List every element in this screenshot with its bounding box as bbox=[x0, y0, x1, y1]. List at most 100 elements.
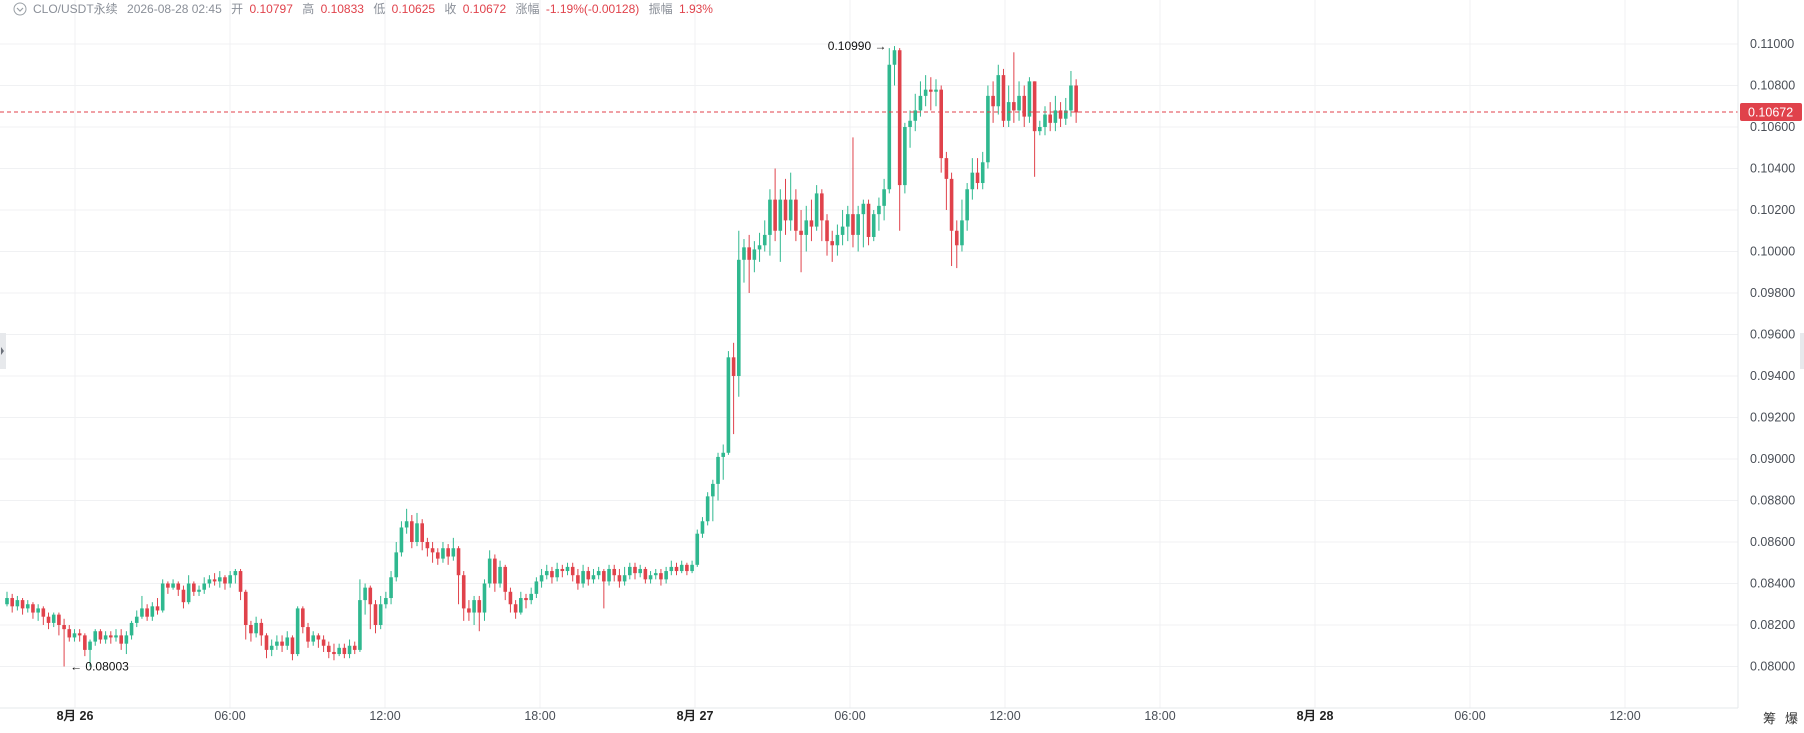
candle[interactable] bbox=[716, 452, 720, 501]
candle[interactable] bbox=[197, 585, 201, 596]
candle[interactable] bbox=[269, 639, 274, 657]
candle[interactable] bbox=[103, 631, 108, 644]
candle[interactable] bbox=[986, 85, 990, 169]
candle[interactable] bbox=[814, 185, 819, 231]
candle[interactable] bbox=[10, 593, 14, 613]
candle[interactable] bbox=[15, 595, 20, 611]
collapse-icon[interactable] bbox=[13, 2, 27, 16]
candle[interactable] bbox=[217, 571, 222, 588]
candle[interactable] bbox=[602, 568, 606, 609]
candle[interactable] bbox=[430, 542, 435, 563]
candle[interactable] bbox=[887, 48, 892, 194]
candle[interactable] bbox=[856, 205, 860, 252]
candle[interactable] bbox=[653, 568, 658, 580]
candle[interactable] bbox=[280, 635, 284, 652]
candle[interactable] bbox=[638, 564, 642, 578]
candle[interactable] bbox=[420, 519, 424, 551]
candle[interactable] bbox=[311, 631, 316, 646]
candle[interactable] bbox=[243, 589, 248, 640]
candle[interactable] bbox=[721, 444, 726, 480]
candle[interactable] bbox=[166, 581, 170, 594]
candle[interactable] bbox=[794, 189, 798, 242]
candle[interactable] bbox=[835, 224, 840, 256]
candle[interactable] bbox=[783, 178, 788, 235]
candle[interactable] bbox=[804, 205, 809, 252]
candle[interactable] bbox=[20, 598, 25, 615]
candle[interactable] bbox=[996, 64, 1001, 115]
candle[interactable] bbox=[944, 151, 949, 210]
candle[interactable] bbox=[181, 585, 186, 609]
candle[interactable] bbox=[965, 183, 969, 231]
candle[interactable] bbox=[877, 197, 881, 231]
candle[interactable] bbox=[539, 568, 544, 588]
candle[interactable] bbox=[446, 544, 450, 565]
candle[interactable] bbox=[456, 546, 461, 605]
candle[interactable] bbox=[254, 616, 258, 638]
candle[interactable] bbox=[508, 587, 513, 613]
candle[interactable] bbox=[664, 566, 668, 584]
candle[interactable] bbox=[690, 560, 694, 574]
candle[interactable] bbox=[1048, 102, 1052, 132]
candles[interactable] bbox=[5, 46, 1078, 667]
price-axis[interactable]: 0.11000 0.10800 0.10600 0.10400 0.10200 0.100… bbox=[1740, 37, 1802, 674]
candle[interactable] bbox=[384, 591, 388, 609]
candle[interactable] bbox=[762, 220, 767, 252]
candle[interactable] bbox=[25, 600, 30, 613]
candle[interactable] bbox=[275, 635, 279, 650]
candle[interactable] bbox=[845, 205, 850, 242]
candle[interactable] bbox=[679, 560, 684, 574]
candle[interactable] bbox=[31, 602, 35, 619]
candle[interactable] bbox=[617, 568, 622, 588]
candle[interactable] bbox=[503, 564, 508, 601]
candle[interactable] bbox=[1022, 85, 1027, 128]
candle[interactable] bbox=[871, 210, 876, 242]
candle[interactable] bbox=[394, 542, 399, 582]
candle[interactable] bbox=[788, 172, 793, 231]
candle[interactable] bbox=[742, 239, 746, 283]
candle[interactable] bbox=[5, 591, 9, 607]
candle[interactable] bbox=[337, 643, 341, 657]
candle[interactable] bbox=[98, 629, 103, 644]
candle[interactable] bbox=[534, 577, 539, 599]
candle[interactable] bbox=[140, 595, 144, 619]
candle[interactable] bbox=[155, 598, 160, 615]
candle[interactable] bbox=[799, 210, 803, 273]
candle[interactable] bbox=[410, 515, 414, 549]
candle[interactable] bbox=[866, 199, 871, 246]
candle[interactable] bbox=[249, 620, 253, 642]
candle[interactable] bbox=[1043, 106, 1047, 136]
candle[interactable] bbox=[93, 629, 98, 646]
candle[interactable] bbox=[1063, 97, 1068, 125]
candle[interactable] bbox=[550, 566, 554, 584]
candle[interactable] bbox=[773, 168, 777, 242]
candle[interactable] bbox=[404, 508, 409, 534]
candle[interactable] bbox=[908, 110, 912, 148]
candle[interactable] bbox=[72, 629, 77, 642]
candle[interactable] bbox=[960, 199, 964, 252]
candle[interactable] bbox=[285, 631, 290, 650]
candle[interactable] bbox=[321, 635, 326, 652]
candle[interactable] bbox=[840, 210, 845, 246]
candle[interactable] bbox=[825, 214, 829, 256]
candle[interactable] bbox=[109, 631, 113, 644]
candle[interactable] bbox=[918, 81, 923, 117]
candle[interactable] bbox=[332, 643, 336, 661]
candle[interactable] bbox=[51, 612, 56, 628]
candle[interactable] bbox=[57, 612, 61, 636]
candle[interactable] bbox=[659, 568, 663, 586]
candle[interactable] bbox=[934, 79, 938, 107]
candle[interactable] bbox=[555, 562, 559, 582]
candle[interactable] bbox=[1027, 77, 1032, 123]
candle[interactable] bbox=[513, 600, 518, 619]
candle[interactable] bbox=[591, 568, 596, 584]
candle[interactable] bbox=[425, 537, 430, 557]
candle[interactable] bbox=[441, 542, 445, 563]
candle[interactable] bbox=[192, 581, 196, 596]
candle[interactable] bbox=[695, 529, 700, 567]
candle[interactable] bbox=[991, 81, 995, 123]
candle[interactable] bbox=[114, 629, 118, 642]
candle[interactable] bbox=[228, 571, 232, 588]
candle[interactable] bbox=[316, 633, 321, 648]
candle[interactable] bbox=[612, 564, 617, 582]
